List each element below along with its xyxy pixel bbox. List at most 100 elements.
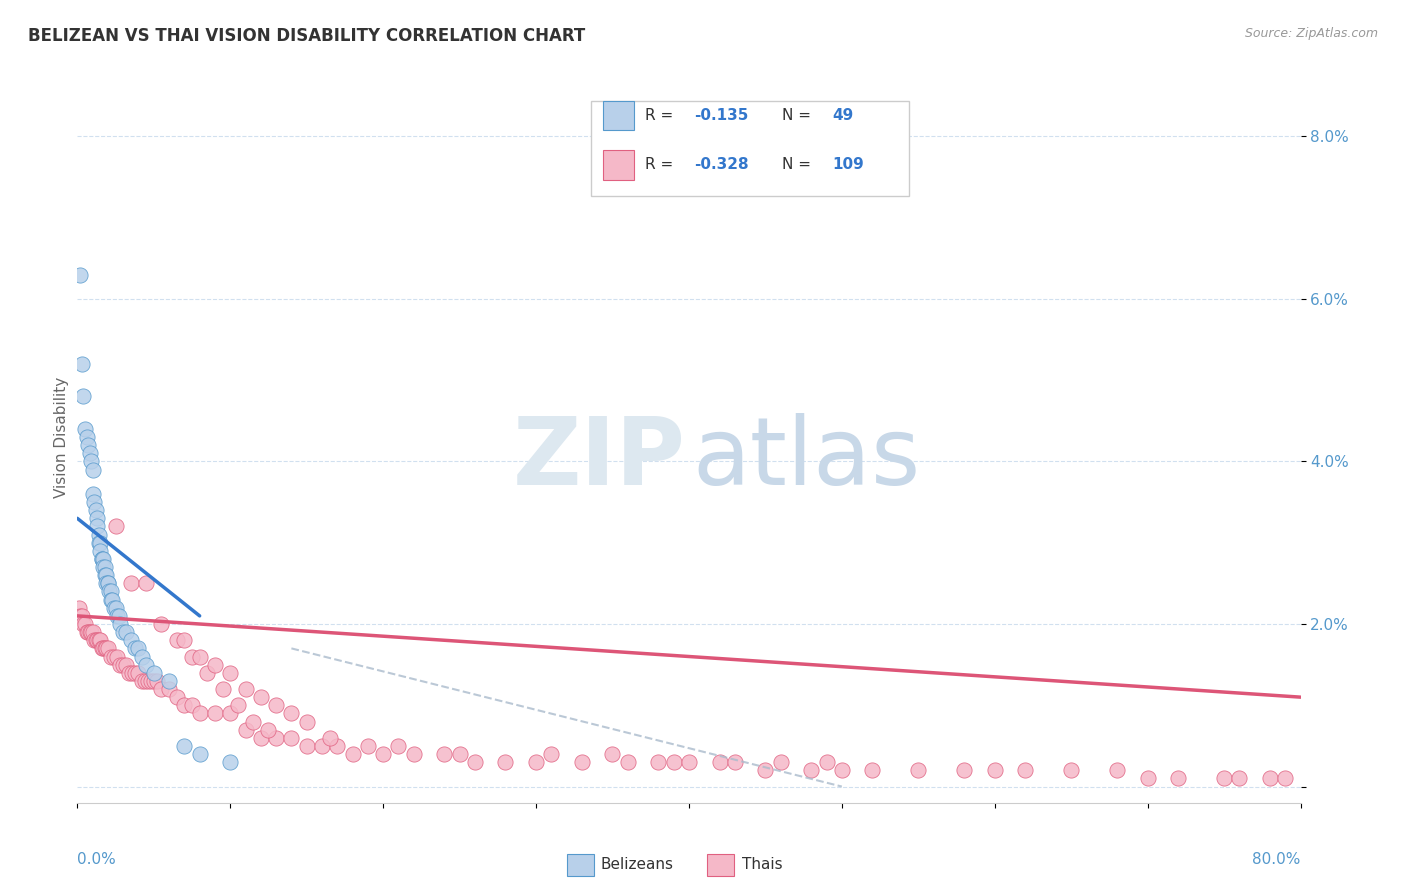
Y-axis label: Vision Disability: Vision Disability (53, 376, 69, 498)
Point (72, 617, 94, 632)
Point (146, 673, 169, 688)
Point (83, 633, 105, 648)
Point (1274, 772, 1296, 786)
Text: Source: ZipAtlas.com: Source: ZipAtlas.com (1244, 27, 1378, 40)
Point (524, 755, 547, 769)
Point (136, 673, 159, 688)
Point (433, 747, 456, 761)
Point (105, 649, 128, 664)
Point (157, 673, 180, 688)
Text: -0.135: -0.135 (693, 108, 748, 123)
Point (96, 568, 118, 582)
Point (150, 681, 173, 696)
Point (1136, 772, 1159, 786)
Point (495, 755, 517, 769)
Point (77, 625, 100, 640)
Point (235, 681, 257, 696)
Point (94, 560, 117, 574)
Point (1060, 764, 1083, 778)
Point (87, 527, 110, 541)
Point (86, 519, 108, 533)
FancyBboxPatch shape (591, 101, 910, 195)
Point (83, 495, 105, 509)
Text: 49: 49 (832, 108, 853, 123)
Text: atlas: atlas (693, 413, 921, 505)
Point (103, 649, 125, 664)
Point (97, 641, 120, 656)
Point (73, 422, 96, 436)
Point (647, 755, 669, 769)
Point (112, 657, 135, 672)
Point (112, 625, 135, 640)
FancyBboxPatch shape (603, 151, 634, 179)
Point (326, 739, 349, 753)
Point (984, 764, 1007, 778)
Point (617, 755, 640, 769)
FancyBboxPatch shape (603, 101, 634, 130)
Point (173, 739, 195, 753)
Point (709, 755, 731, 769)
Point (800, 764, 823, 778)
Point (127, 665, 149, 680)
Point (662, 755, 685, 769)
Point (118, 665, 141, 680)
Point (115, 657, 138, 672)
Point (124, 641, 146, 656)
Point (86, 511, 108, 525)
Point (104, 600, 127, 615)
Point (100, 649, 122, 664)
Point (120, 633, 142, 648)
Point (264, 731, 287, 745)
Point (219, 665, 242, 680)
Point (195, 665, 218, 680)
Point (1320, 772, 1343, 786)
Point (96, 576, 118, 591)
Point (79, 625, 101, 640)
Point (90, 641, 112, 656)
Point (73, 617, 96, 632)
Point (72, 389, 94, 403)
Point (80, 454, 103, 468)
Point (815, 755, 838, 769)
Point (862, 764, 884, 778)
Point (295, 739, 318, 753)
Text: ZIP: ZIP (512, 413, 685, 505)
Point (250, 731, 273, 745)
Point (831, 764, 853, 778)
Point (77, 438, 100, 452)
Point (121, 665, 143, 680)
Text: -0.328: -0.328 (693, 158, 748, 172)
Point (464, 755, 486, 769)
Text: 109: 109 (832, 158, 863, 172)
Point (1336, 772, 1358, 786)
Point (139, 673, 162, 688)
Point (754, 764, 776, 778)
Point (91, 641, 114, 656)
Point (907, 764, 929, 778)
Text: N =: N = (782, 158, 815, 172)
Point (82, 462, 104, 476)
Point (280, 731, 302, 745)
Point (142, 673, 165, 688)
FancyBboxPatch shape (567, 854, 593, 876)
Point (166, 633, 188, 648)
Text: Thais: Thais (741, 857, 782, 872)
Text: N =: N = (782, 108, 815, 123)
Point (242, 714, 264, 729)
Point (89, 535, 111, 549)
Text: R =: R = (645, 108, 678, 123)
Point (204, 657, 226, 672)
Point (342, 747, 364, 761)
Point (86, 633, 108, 648)
Point (131, 649, 153, 664)
Point (69, 608, 91, 623)
Point (211, 681, 233, 696)
Point (602, 747, 624, 761)
FancyBboxPatch shape (707, 854, 734, 876)
Point (127, 641, 149, 656)
Point (97, 576, 120, 591)
Point (371, 747, 394, 761)
Point (107, 608, 129, 623)
Point (135, 576, 157, 591)
Point (1258, 772, 1281, 786)
